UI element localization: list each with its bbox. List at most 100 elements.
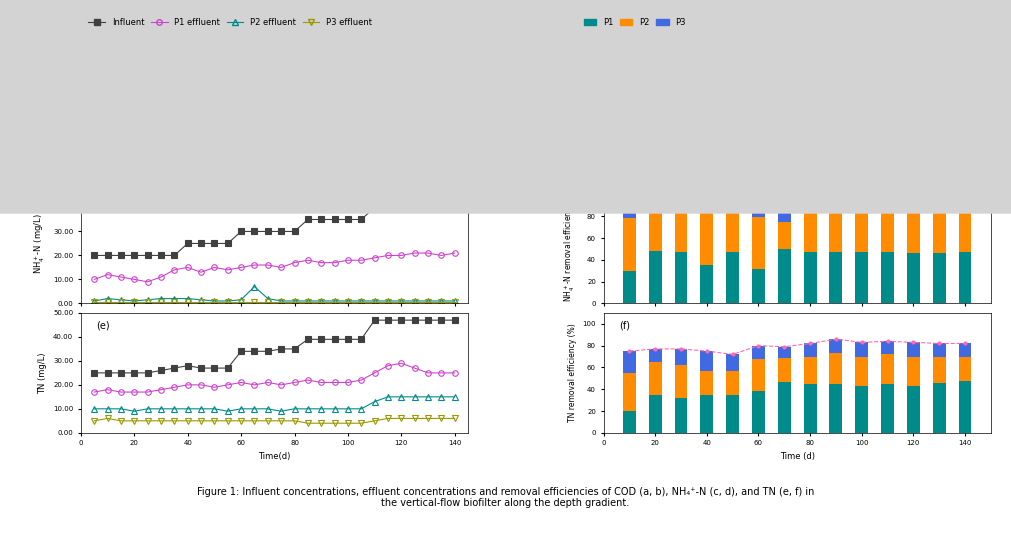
Bar [752, 268, 765, 304]
Bar [933, 75, 945, 109]
Bar [649, 199, 661, 208]
Y-axis label: COD (mg/L): COD (mg/L) [34, 89, 42, 138]
Bar [881, 197, 894, 207]
Bar [855, 197, 868, 207]
Legend: P1, P2, P3: P1, P2, P3 [580, 15, 690, 31]
X-axis label: Time(d): Time(d) [258, 452, 291, 461]
Bar [674, 209, 687, 252]
Bar [958, 207, 972, 252]
Y-axis label: NH$_4^+$-N removal efficiency (%): NH$_4^+$-N removal efficiency (%) [563, 186, 577, 301]
Bar [881, 75, 894, 103]
Bar [829, 100, 842, 141]
Bar [881, 139, 894, 174]
Bar [829, 252, 842, 304]
Bar [726, 252, 739, 304]
Bar [752, 200, 765, 217]
Bar [958, 149, 972, 174]
Text: (f): (f) [619, 320, 630, 330]
Bar [933, 344, 945, 357]
Bar [829, 197, 842, 207]
Bar [777, 249, 791, 304]
Bar [804, 207, 817, 252]
Bar [726, 371, 739, 395]
Bar [674, 200, 687, 209]
Bar [701, 351, 714, 371]
Bar [804, 344, 817, 357]
Bar [726, 139, 739, 174]
Bar [958, 197, 972, 207]
Bar [623, 351, 636, 373]
Bar [623, 373, 636, 411]
Bar [907, 357, 920, 386]
Bar [726, 81, 739, 101]
Bar [907, 386, 920, 433]
Bar [701, 120, 714, 174]
Bar [933, 382, 945, 433]
Bar [804, 197, 817, 207]
Bar [726, 395, 739, 433]
Legend: Influent, P1 effluent, P2 effluent, P3 effluent: Influent, P1 effluent, P2 effluent, P3 e… [85, 15, 375, 31]
Text: (d): (d) [619, 191, 633, 201]
Bar [623, 103, 636, 133]
Bar [933, 109, 945, 152]
Y-axis label: COD removal efficiency (%): COD removal efficiency (%) [568, 61, 577, 167]
Bar [674, 78, 687, 103]
Bar [907, 75, 920, 101]
Bar [623, 78, 636, 103]
Bar [829, 339, 842, 353]
Bar [855, 207, 868, 252]
Bar [907, 342, 920, 357]
Bar [881, 207, 894, 252]
Bar [752, 391, 765, 433]
Bar [881, 103, 894, 139]
Text: (c): (c) [96, 191, 109, 201]
Bar [933, 207, 945, 253]
Bar [701, 211, 714, 265]
Bar [855, 142, 868, 174]
Text: (a): (a) [96, 61, 110, 71]
Bar [881, 354, 894, 384]
Bar [701, 395, 714, 433]
Bar [804, 357, 817, 384]
Bar [726, 200, 739, 209]
Bar [855, 252, 868, 304]
Bar [855, 102, 868, 142]
Bar [777, 358, 791, 381]
Bar [649, 81, 661, 100]
Bar [649, 136, 661, 174]
Bar [623, 411, 636, 433]
Text: (b): (b) [619, 61, 633, 71]
Bar [777, 99, 791, 160]
Text: (e): (e) [96, 320, 110, 330]
Y-axis label: TN removal efficiency (%): TN removal efficiency (%) [568, 324, 577, 423]
Bar [701, 265, 714, 304]
Bar [649, 395, 661, 433]
Bar [829, 384, 842, 433]
Bar [777, 222, 791, 249]
Bar [777, 203, 791, 222]
Bar [804, 252, 817, 304]
Bar [649, 251, 661, 304]
Bar [752, 151, 765, 174]
Bar [933, 197, 945, 207]
Bar [829, 353, 842, 384]
Bar [777, 160, 791, 174]
Bar [674, 136, 687, 174]
Bar [752, 359, 765, 391]
Text: Figure 1: Influent concentrations, effluent concentrations and removal efficienc: Figure 1: Influent concentrations, efflu… [197, 487, 814, 509]
Bar [623, 210, 636, 219]
Bar [933, 152, 945, 174]
Bar [701, 202, 714, 211]
Bar [674, 365, 687, 398]
Bar [933, 253, 945, 304]
Bar [958, 76, 972, 105]
Bar [674, 103, 687, 136]
Bar [958, 252, 972, 304]
Bar [726, 101, 739, 139]
Bar [777, 347, 791, 358]
X-axis label: Time (d): Time (d) [779, 452, 815, 461]
Bar [752, 74, 765, 89]
Bar [623, 270, 636, 304]
Bar [649, 208, 661, 251]
Bar [855, 342, 868, 357]
